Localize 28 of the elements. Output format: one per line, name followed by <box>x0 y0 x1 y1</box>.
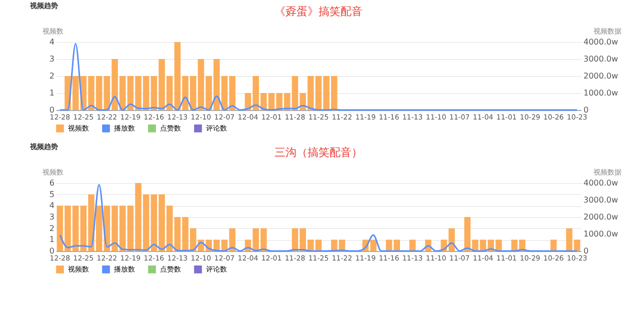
chart-title: 三沟（搞笑配音） <box>274 146 362 159</box>
y2-tick-label: 3000.0w <box>584 54 618 64</box>
y2-tick-label: 2000.0w <box>584 212 618 222</box>
y2-tick-label: 4000.0w <box>584 38 618 46</box>
y2-tick-label: 3000.0w <box>584 196 618 204</box>
y-tick-label: 3 <box>49 54 54 64</box>
y-tick-label: 6 <box>49 178 54 188</box>
y-tick-label: 4 <box>49 38 54 46</box>
line-series <box>59 42 578 111</box>
y2-tick-label: 0 <box>584 246 589 256</box>
y2-tick-label: 1000.0w <box>584 88 618 98</box>
y2-tick-label: 4000.0w <box>584 178 618 188</box>
y-tick-label: 0 <box>49 106 54 114</box>
y-tick-label: 2 <box>49 72 54 80</box>
y2-tick-label: 0 <box>584 106 589 114</box>
y-tick-label: 2 <box>49 224 54 233</box>
bar <box>550 240 557 251</box>
y-tick-label: 1 <box>49 235 54 244</box>
line-series <box>59 184 578 252</box>
y-tick-label: 4 <box>49 201 54 210</box>
chart-title: 《孬蛋》搞笑配音 <box>274 5 362 18</box>
y-tick-label: 5 <box>49 190 54 199</box>
bar <box>409 240 416 251</box>
y2-tick-label: 1000.0w <box>584 230 618 238</box>
y-tick-label: 3 <box>49 212 54 222</box>
y2-tick-label: 2000.0w <box>584 72 618 80</box>
y-tick-label: 0 <box>49 246 54 256</box>
y-tick-label: 1 <box>49 88 54 98</box>
